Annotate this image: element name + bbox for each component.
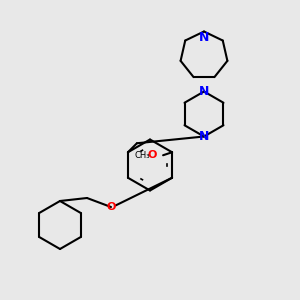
Text: N: N [199,130,209,143]
Text: N: N [199,85,209,98]
Text: O: O [106,202,116,212]
Text: O: O [148,150,157,160]
Text: CH₃: CH₃ [134,151,150,160]
Text: N: N [199,31,209,44]
